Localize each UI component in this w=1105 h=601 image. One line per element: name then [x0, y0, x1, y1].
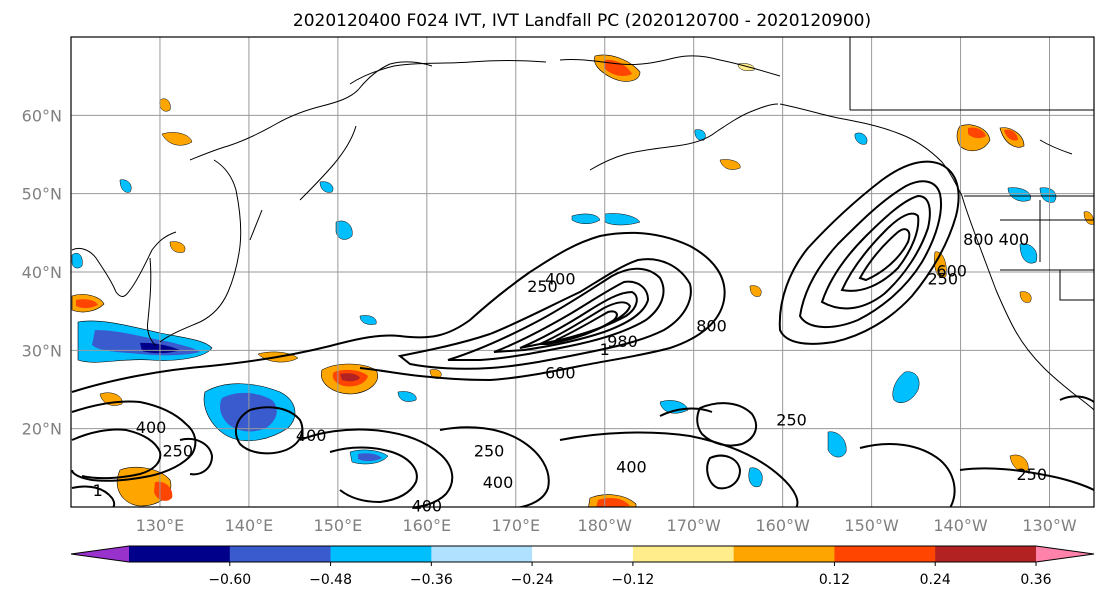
lon-tick-label: 150°E — [314, 516, 363, 535]
lat-tick-label: 20°N — [22, 420, 62, 439]
map-frame — [70, 36, 1095, 508]
colorbar-outline — [70, 545, 1095, 563]
contour-label: 400 — [483, 473, 514, 492]
colorbar-tick-label: −0.60 — [208, 572, 251, 588]
ivt-contours — [71, 160, 1094, 507]
lat-tick-label: 50°N — [22, 185, 62, 204]
contour-label: 1 — [93, 481, 103, 500]
contour-label: 250 — [474, 442, 505, 461]
contour-label: 250 — [162, 442, 193, 461]
contour-label: 250 — [527, 277, 558, 296]
colorbar-segment — [532, 546, 634, 562]
lon-tick-label: 170°E — [491, 516, 540, 535]
colorbar-tick-label: −0.24 — [511, 572, 554, 588]
lat-tick-label: 60°N — [22, 106, 62, 125]
lon-tick-label: 180°W — [578, 516, 633, 535]
contour-label: 400 — [616, 457, 647, 476]
lon-tick-label: 170°W — [667, 516, 722, 535]
contour-label: 400 — [136, 418, 167, 437]
colorbar-segment — [733, 546, 835, 562]
map-graticule — [71, 37, 1094, 507]
contour-label: 600 — [936, 262, 967, 281]
lon-tick-label: 160°W — [755, 516, 810, 535]
colorbar-extend-low — [71, 546, 129, 562]
contour-label: 250 — [776, 410, 807, 429]
contour-label: 800 — [696, 316, 727, 335]
colorbar-tick-label: −0.12 — [611, 572, 654, 588]
colorbar-tick-label: −0.36 — [410, 572, 453, 588]
colorbar-segment — [834, 546, 936, 562]
colorbar-tick-label: 0.36 — [1020, 572, 1051, 588]
colorbar-segment — [431, 546, 533, 562]
colorbar-tick-label: 0.24 — [920, 572, 951, 588]
contour-label: 1 — [600, 340, 610, 359]
lon-tick-label: 130°E — [136, 516, 185, 535]
colorbar: −0.60−0.48−0.36−0.24−0.120.120.240.360.4… — [70, 545, 1095, 588]
lon-tick-label: 150°W — [844, 516, 899, 535]
latitude-tick-labels: 20°N 30°N 40°N 50°N 60°N — [22, 106, 62, 438]
colorbar-tick-label: −0.48 — [309, 572, 352, 588]
contour-label: 800 — [963, 230, 994, 249]
contour-label: 250 — [928, 269, 959, 288]
contour-label: 400 — [412, 497, 443, 516]
contour-label: 600 — [545, 363, 576, 382]
lon-tick-label: 140°E — [225, 516, 274, 535]
colorbar-tick-label: 0.12 — [819, 572, 850, 588]
map-panel: 250 2502502502502504004004004004004004006… — [70, 36, 1095, 516]
contour-label: 400 — [999, 230, 1030, 249]
colorbar-segment — [229, 546, 332, 562]
contour-label: 250 — [1016, 465, 1047, 484]
colorbar-segment — [632, 546, 735, 562]
lat-tick-label: 30°N — [22, 341, 62, 360]
colorbar-segment — [129, 546, 231, 562]
colorbar-extend-high — [1036, 546, 1094, 562]
map-title: 2020120400 F024 IVT, IVT Landfall PC (20… — [293, 11, 871, 31]
contour-label: 400 — [545, 269, 576, 288]
longitude-tick-labels: 130°E 140°E 150°E 160°E 170°E 180°W 170°W 160°W… — [136, 516, 1077, 535]
contour-label: 400 — [296, 426, 327, 445]
colorbar-segment — [330, 546, 432, 562]
lon-tick-label: 160°E — [402, 516, 451, 535]
lat-tick-label: 40°N — [22, 263, 62, 282]
colorbar-segment — [935, 546, 1037, 562]
contour-labels: 250 2502502502502504004004004004004004006… — [93, 230, 1047, 515]
coastlines — [71, 37, 1094, 411]
lon-tick-label: 130°W — [1022, 516, 1077, 535]
contour-label: 980 — [607, 332, 638, 351]
pc-shading — [71, 54, 1094, 507]
lon-tick-label: 140°W — [933, 516, 988, 535]
